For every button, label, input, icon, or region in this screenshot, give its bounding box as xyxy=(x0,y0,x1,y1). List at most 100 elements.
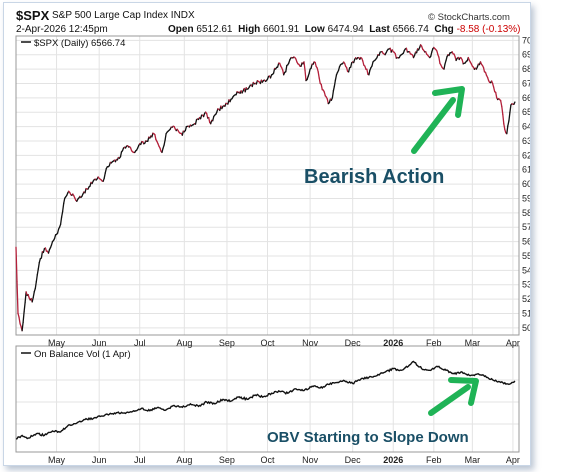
price-segment xyxy=(492,86,496,93)
price-segment xyxy=(506,125,509,135)
price-y-tick-label: 6300 xyxy=(522,136,530,146)
price-segment xyxy=(37,261,40,270)
price-y-tick-label: 5000 xyxy=(522,323,530,333)
price-segment xyxy=(317,71,320,79)
price-y-tick-label: 6100 xyxy=(522,165,530,175)
obv-legend-text: On Balance Vol (1 Apr) xyxy=(34,349,131,360)
price-panel xyxy=(15,35,520,336)
symbol: $SPX xyxy=(16,8,50,23)
price-segment xyxy=(502,113,505,125)
bearish-action-label: Bearish Action xyxy=(304,166,444,188)
ohlc-readout: Open 6512.61 High 6601.91 Low 6474.94 La… xyxy=(168,24,521,35)
price-segment xyxy=(304,69,307,82)
price-series xyxy=(15,44,516,332)
price-segment xyxy=(104,167,107,174)
price-segment xyxy=(208,116,211,124)
price-y-tick-label: 6500 xyxy=(522,107,530,117)
obv-series xyxy=(15,360,516,440)
price-y-tick-label: 5500 xyxy=(522,251,530,261)
obv-x-tick-label: Dec xyxy=(345,455,362,465)
obv-x-tick-label: Aug xyxy=(176,455,192,465)
price-segment xyxy=(443,63,446,70)
price-segment xyxy=(430,51,433,57)
price-grid xyxy=(16,36,519,335)
price-y-tick-label: 6700 xyxy=(522,78,530,88)
price-segment xyxy=(318,77,321,85)
index-name: S&P 500 Large Cap Index INDX xyxy=(52,10,195,21)
price-x-tick-label: Jun xyxy=(92,338,107,348)
open-label: Open xyxy=(168,24,194,35)
price-segment xyxy=(320,83,323,91)
price-segment xyxy=(184,125,188,132)
price-legend-text: $SPX (Daily) 6566.74 xyxy=(34,38,125,49)
index-title: S&P 500 Large Cap Index xyxy=(52,10,169,21)
price-x-tick-label: May xyxy=(48,338,66,348)
price-y-tick-label: 5900 xyxy=(522,193,530,203)
price-y-tick-label: 6000 xyxy=(522,179,530,189)
price-x-tick-label: Dec xyxy=(345,338,362,348)
price-segment xyxy=(272,67,276,74)
price-segment xyxy=(56,228,60,234)
price-segment xyxy=(332,85,336,92)
price-segment xyxy=(60,211,64,218)
high-value: 6601.91 xyxy=(263,24,300,35)
price-segment xyxy=(438,56,441,64)
price-segment xyxy=(316,67,319,73)
price-segment xyxy=(334,74,338,81)
price-segment xyxy=(164,133,167,141)
obv-x-tick-label: Feb xyxy=(426,455,442,465)
price-segment xyxy=(276,62,280,68)
price-segment xyxy=(303,61,306,71)
price-y-tick-label: 6400 xyxy=(522,122,530,132)
obv-panel xyxy=(15,345,520,453)
chg-value: -8.58 (-0.13%) xyxy=(456,24,521,35)
price-y-tick-label: 5400 xyxy=(522,265,530,275)
price-y-tick-label: 6200 xyxy=(522,150,530,160)
price-x-tick-label: Mar xyxy=(465,338,481,348)
price-segment xyxy=(501,105,504,116)
price-segment xyxy=(206,112,209,119)
exchange: INDX xyxy=(170,10,195,21)
price-segment xyxy=(212,115,215,122)
price-segment xyxy=(31,296,34,303)
obv-legend: On Balance Vol (1 Apr) xyxy=(21,349,131,360)
price-segment xyxy=(154,134,157,141)
price-y-tick-label: 5600 xyxy=(522,237,530,247)
price-x-tick-label: Jul xyxy=(134,338,146,348)
price-y-tick-label: 7000 xyxy=(522,35,530,45)
price-segment xyxy=(461,59,464,65)
price-x-tick-label: Aug xyxy=(176,338,192,348)
price-segment xyxy=(194,119,198,125)
obv-x-tick-label: Jul xyxy=(134,455,146,465)
price-segment xyxy=(36,268,39,276)
price-y-tick-label: 6900 xyxy=(522,50,530,60)
obv-x-tick-label: May xyxy=(48,455,66,465)
obv-x-tick-label: 2026 xyxy=(383,455,403,465)
price-y-tick-label: 5300 xyxy=(522,280,530,290)
obv-x-tick-label: Nov xyxy=(302,455,319,465)
obv-grid xyxy=(16,346,519,452)
price-segment xyxy=(333,79,337,87)
price-segment xyxy=(84,187,87,194)
price-segment xyxy=(22,311,25,324)
price-x-tick-label: Oct xyxy=(260,338,275,348)
price-segment xyxy=(16,280,19,315)
price-y-tick-label: 5100 xyxy=(522,308,530,318)
price-segment xyxy=(53,234,57,240)
price-segment xyxy=(445,56,448,62)
price-segment xyxy=(362,60,365,66)
price-y-axis: 5000 5100 5200 5300 5400 5500 5600 5700 5800 5900… xyxy=(522,35,530,333)
chart-svg: 5000 5100 5200 5300 5400 5500 5600 5700 5800 5900… xyxy=(15,35,530,465)
obv-x-tick-label: Jun xyxy=(92,455,107,465)
low-value: 6474.94 xyxy=(327,24,364,35)
obv-x-axis: May Jun Jul Aug Sep Oct Nov Dec 2026 Feb Mar Apr xyxy=(48,455,520,465)
price-segment xyxy=(310,63,313,69)
price-segment xyxy=(350,62,353,68)
bearish-arrow xyxy=(411,86,465,154)
chart-card: $SPX S&P 500 Large Cap Index INDX 2-Apr-… xyxy=(3,2,531,466)
price-segment xyxy=(503,123,506,131)
price-segment xyxy=(366,68,369,75)
price-segment xyxy=(508,111,511,122)
obv-x-tick-label: Sep xyxy=(219,455,235,465)
price-segment xyxy=(314,61,317,68)
